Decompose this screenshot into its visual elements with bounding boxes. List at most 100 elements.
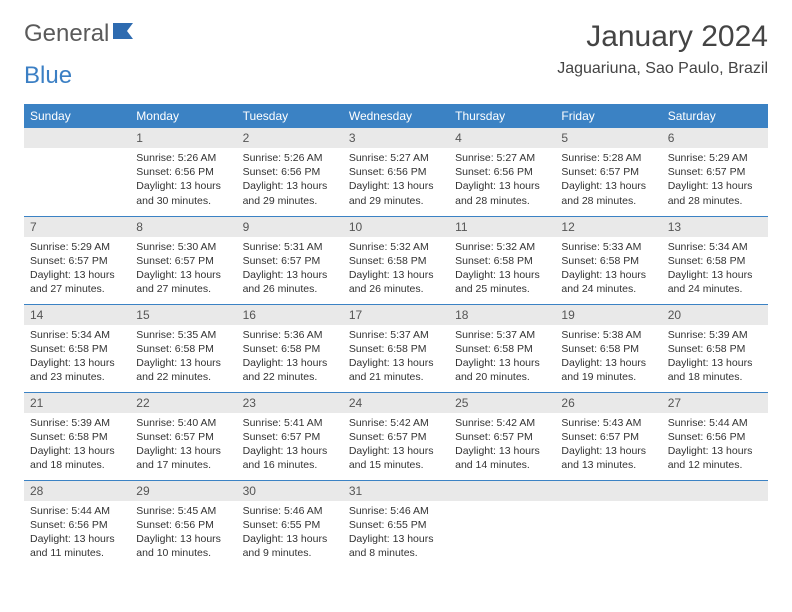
- day-number: 6: [662, 128, 768, 148]
- sunset-line: Sunset: 6:56 PM: [136, 518, 230, 532]
- location-text: Jaguariuna, Sao Paulo, Brazil: [557, 60, 768, 78]
- sunrise-line: Sunrise: 5:38 AM: [561, 328, 655, 342]
- day-details: Sunrise: 5:27 AMSunset: 6:56 PMDaylight:…: [449, 148, 555, 214]
- sunrise-line: Sunrise: 5:27 AM: [455, 151, 549, 165]
- calendar-week-row: 28Sunrise: 5:44 AMSunset: 6:56 PMDayligh…: [24, 480, 768, 568]
- daylight-line-1: Daylight: 13 hours: [668, 268, 762, 282]
- sunrise-line: Sunrise: 5:31 AM: [243, 240, 337, 254]
- daylight-line-1: Daylight: 13 hours: [668, 179, 762, 193]
- day-details: Sunrise: 5:38 AMSunset: 6:58 PMDaylight:…: [555, 325, 661, 391]
- day-number: 24: [343, 393, 449, 413]
- day-details: Sunrise: 5:45 AMSunset: 6:56 PMDaylight:…: [130, 501, 236, 567]
- day-number: 5: [555, 128, 661, 148]
- weekday-header: Thursday: [449, 104, 555, 128]
- sunrise-line: Sunrise: 5:36 AM: [243, 328, 337, 342]
- daylight-line-1: Daylight: 13 hours: [561, 179, 655, 193]
- day-details: Sunrise: 5:32 AMSunset: 6:58 PMDaylight:…: [343, 237, 449, 303]
- weekday-header: Saturday: [662, 104, 768, 128]
- daylight-line-2: and 27 minutes.: [136, 282, 230, 296]
- sunrise-line: Sunrise: 5:34 AM: [668, 240, 762, 254]
- calendar-day-cell: [24, 128, 130, 216]
- daylight-line-1: Daylight: 13 hours: [136, 356, 230, 370]
- day-details: Sunrise: 5:37 AMSunset: 6:58 PMDaylight:…: [449, 325, 555, 391]
- daylight-line-2: and 24 minutes.: [668, 282, 762, 296]
- calendar-day-cell: 19Sunrise: 5:38 AMSunset: 6:58 PMDayligh…: [555, 304, 661, 392]
- calendar-week-row: 14Sunrise: 5:34 AMSunset: 6:58 PMDayligh…: [24, 304, 768, 392]
- sunrise-line: Sunrise: 5:45 AM: [136, 504, 230, 518]
- daylight-line-2: and 11 minutes.: [30, 546, 124, 560]
- day-number: 14: [24, 305, 130, 325]
- daylight-line-1: Daylight: 13 hours: [136, 532, 230, 546]
- calendar-day-cell: 1Sunrise: 5:26 AMSunset: 6:56 PMDaylight…: [130, 128, 236, 216]
- daylight-line-1: Daylight: 13 hours: [136, 444, 230, 458]
- day-number: 29: [130, 481, 236, 501]
- daylight-line-2: and 26 minutes.: [349, 282, 443, 296]
- calendar-table: SundayMondayTuesdayWednesdayThursdayFrid…: [24, 104, 768, 568]
- day-details: Sunrise: 5:43 AMSunset: 6:57 PMDaylight:…: [555, 413, 661, 479]
- day-number: 25: [449, 393, 555, 413]
- calendar-day-cell: 3Sunrise: 5:27 AMSunset: 6:56 PMDaylight…: [343, 128, 449, 216]
- daylight-line-1: Daylight: 13 hours: [243, 444, 337, 458]
- day-number: 28: [24, 481, 130, 501]
- daylight-line-2: and 29 minutes.: [243, 194, 337, 208]
- sunset-line: Sunset: 6:57 PM: [561, 165, 655, 179]
- day-number: 12: [555, 217, 661, 237]
- daylight-line-2: and 14 minutes.: [455, 458, 549, 472]
- day-details: Sunrise: 5:35 AMSunset: 6:58 PMDaylight:…: [130, 325, 236, 391]
- sunset-line: Sunset: 6:58 PM: [349, 254, 443, 268]
- day-number: 17: [343, 305, 449, 325]
- calendar-day-cell: 17Sunrise: 5:37 AMSunset: 6:58 PMDayligh…: [343, 304, 449, 392]
- calendar-day-cell: 26Sunrise: 5:43 AMSunset: 6:57 PMDayligh…: [555, 392, 661, 480]
- daylight-line-1: Daylight: 13 hours: [243, 179, 337, 193]
- daylight-line-1: Daylight: 13 hours: [561, 444, 655, 458]
- daylight-line-1: Daylight: 13 hours: [349, 179, 443, 193]
- day-number: 26: [555, 393, 661, 413]
- sunset-line: Sunset: 6:55 PM: [349, 518, 443, 532]
- sunset-line: Sunset: 6:56 PM: [243, 165, 337, 179]
- day-number: 13: [662, 217, 768, 237]
- daylight-line-1: Daylight: 13 hours: [455, 268, 549, 282]
- sunrise-line: Sunrise: 5:26 AM: [136, 151, 230, 165]
- sunrise-line: Sunrise: 5:39 AM: [30, 416, 124, 430]
- sunrise-line: Sunrise: 5:37 AM: [349, 328, 443, 342]
- daylight-line-1: Daylight: 13 hours: [349, 268, 443, 282]
- sunset-line: Sunset: 6:57 PM: [136, 430, 230, 444]
- sunset-line: Sunset: 6:55 PM: [243, 518, 337, 532]
- daylight-line-2: and 16 minutes.: [243, 458, 337, 472]
- daylight-line-1: Daylight: 13 hours: [243, 356, 337, 370]
- sunset-line: Sunset: 6:57 PM: [136, 254, 230, 268]
- daylight-line-2: and 9 minutes.: [243, 546, 337, 560]
- sunset-line: Sunset: 6:58 PM: [455, 254, 549, 268]
- day-number: 8: [130, 217, 236, 237]
- daylight-line-2: and 15 minutes.: [349, 458, 443, 472]
- day-details: Sunrise: 5:29 AMSunset: 6:57 PMDaylight:…: [662, 148, 768, 214]
- calendar-day-cell: 23Sunrise: 5:41 AMSunset: 6:57 PMDayligh…: [237, 392, 343, 480]
- daylight-line-2: and 30 minutes.: [136, 194, 230, 208]
- daylight-line-1: Daylight: 13 hours: [561, 268, 655, 282]
- calendar-day-cell: 31Sunrise: 5:46 AMSunset: 6:55 PMDayligh…: [343, 480, 449, 568]
- daylight-line-1: Daylight: 13 hours: [30, 444, 124, 458]
- calendar-head: SundayMondayTuesdayWednesdayThursdayFrid…: [24, 104, 768, 128]
- sunrise-line: Sunrise: 5:42 AM: [455, 416, 549, 430]
- sunrise-line: Sunrise: 5:30 AM: [136, 240, 230, 254]
- day-details: Sunrise: 5:44 AMSunset: 6:56 PMDaylight:…: [24, 501, 130, 567]
- sunset-line: Sunset: 6:56 PM: [30, 518, 124, 532]
- daylight-line-2: and 28 minutes.: [561, 194, 655, 208]
- daylight-line-2: and 12 minutes.: [668, 458, 762, 472]
- sunrise-line: Sunrise: 5:40 AM: [136, 416, 230, 430]
- sunset-line: Sunset: 6:58 PM: [668, 254, 762, 268]
- daylight-line-1: Daylight: 13 hours: [30, 268, 124, 282]
- sunset-line: Sunset: 6:58 PM: [30, 342, 124, 356]
- weekday-header: Wednesday: [343, 104, 449, 128]
- day-number: 23: [237, 393, 343, 413]
- calendar-day-cell: 14Sunrise: 5:34 AMSunset: 6:58 PMDayligh…: [24, 304, 130, 392]
- day-number: 18: [449, 305, 555, 325]
- day-number: 22: [130, 393, 236, 413]
- day-details: Sunrise: 5:40 AMSunset: 6:57 PMDaylight:…: [130, 413, 236, 479]
- logo: General: [24, 20, 141, 48]
- calendar-week-row: 1Sunrise: 5:26 AMSunset: 6:56 PMDaylight…: [24, 128, 768, 216]
- weekday-header: Friday: [555, 104, 661, 128]
- sunset-line: Sunset: 6:56 PM: [349, 165, 443, 179]
- sunset-line: Sunset: 6:58 PM: [455, 342, 549, 356]
- sunset-line: Sunset: 6:58 PM: [30, 430, 124, 444]
